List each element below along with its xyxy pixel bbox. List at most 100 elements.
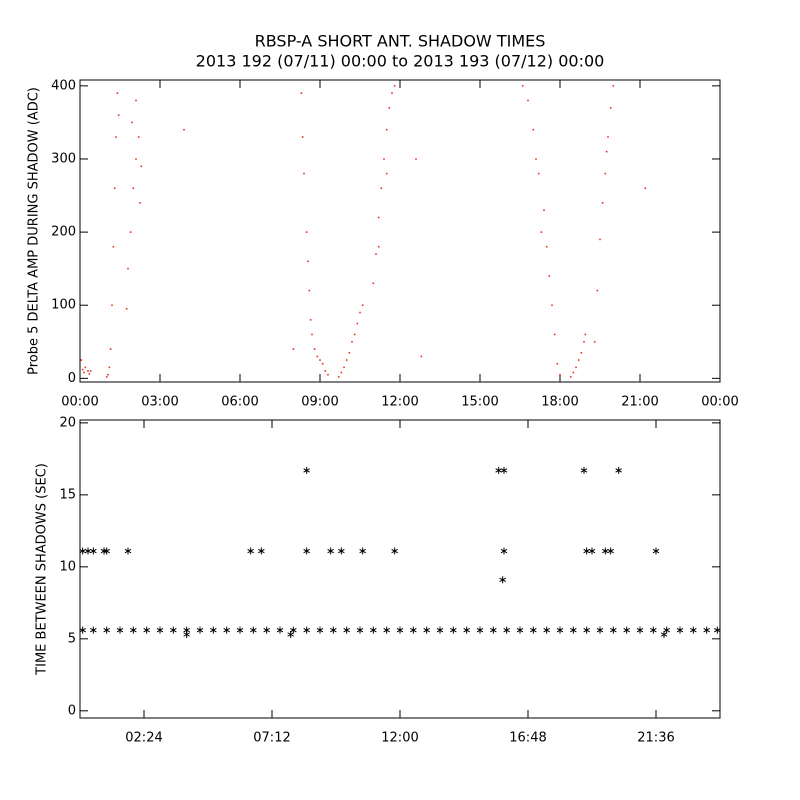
data-point (588, 547, 596, 555)
data-point (615, 466, 622, 474)
data-point (584, 333, 587, 336)
data-point (361, 304, 364, 307)
data-point (139, 202, 141, 204)
data-point (132, 187, 135, 190)
data-point (580, 351, 583, 354)
data-point (330, 626, 337, 634)
data-point (610, 626, 617, 634)
data-point (535, 158, 537, 160)
data-point (327, 547, 334, 555)
data-point (559, 373, 561, 376)
data-point (111, 304, 113, 307)
data-point (644, 187, 647, 190)
x-tick-label: 18:00 (541, 395, 578, 410)
data-point (556, 362, 559, 365)
data-point (210, 626, 217, 634)
data-point (88, 373, 91, 375)
chart-title: RBSP-A SHORT ANT. SHADOW TIMES (255, 32, 546, 51)
data-point (100, 547, 108, 555)
data-point (516, 626, 524, 634)
data-point (543, 209, 545, 211)
data-point (338, 547, 345, 555)
data-point (583, 626, 590, 634)
data-point (316, 355, 319, 358)
data-point (383, 158, 385, 160)
data-point (580, 466, 588, 474)
data-point (236, 626, 244, 634)
data-point (131, 121, 133, 124)
data-point (117, 114, 120, 116)
data-point (113, 187, 116, 190)
data-point (703, 626, 710, 634)
data-point (112, 245, 115, 248)
data-point (303, 547, 310, 555)
data-point (183, 631, 190, 639)
data-point (79, 547, 86, 555)
data-point (263, 626, 270, 634)
data-point (527, 99, 529, 102)
data-point (127, 267, 129, 270)
data-point (90, 626, 97, 634)
data-point (115, 136, 117, 138)
data-point (103, 547, 110, 555)
data-point (500, 547, 508, 555)
data-point (345, 359, 348, 361)
data-point (103, 626, 110, 634)
y-tick-label: 100 (51, 298, 76, 313)
data-point (500, 466, 508, 474)
data-point (388, 106, 391, 109)
data-point (80, 359, 83, 361)
data-point (599, 238, 601, 241)
data-point (391, 92, 393, 94)
data-point (130, 626, 137, 634)
data-point (385, 172, 388, 175)
data-point (170, 626, 177, 634)
data-point (521, 85, 524, 87)
data-point (276, 626, 284, 634)
data-point (551, 304, 553, 307)
data-point (79, 626, 86, 634)
data-point (650, 626, 657, 634)
data-point (301, 136, 304, 138)
data-point (604, 172, 607, 175)
data-point (556, 626, 564, 634)
data-point (359, 311, 361, 314)
data-point (258, 547, 265, 555)
data-point (135, 158, 137, 160)
data-point (324, 370, 327, 372)
data-point (532, 128, 535, 131)
data-point (343, 626, 350, 634)
data-point (714, 626, 721, 634)
data-point (593, 340, 596, 343)
x-tick-label: 15:00 (461, 395, 498, 410)
data-point (87, 370, 89, 372)
data-point (450, 626, 457, 634)
data-point (348, 351, 351, 354)
data-point (530, 626, 537, 634)
data-point (116, 92, 119, 94)
data-point (607, 136, 609, 138)
data-point (636, 626, 644, 634)
data-point (391, 547, 398, 555)
data-point (623, 626, 630, 634)
data-point (537, 172, 540, 175)
data-point (319, 359, 321, 361)
data-point (356, 626, 364, 634)
data-point (377, 216, 380, 219)
data-point (311, 333, 313, 336)
data-point (247, 547, 254, 555)
data-point (137, 136, 140, 138)
x-tick-label: 03:00 (141, 395, 178, 410)
x-tick-label: 21:36 (637, 731, 674, 746)
data-point (377, 245, 380, 248)
data-point (569, 376, 572, 378)
data-point (309, 319, 312, 321)
data-point (109, 348, 112, 350)
data-point (359, 547, 366, 555)
data-point (351, 340, 353, 343)
data-point (108, 366, 111, 369)
data-point (129, 231, 132, 233)
data-point (396, 626, 404, 634)
data-point (313, 348, 316, 350)
